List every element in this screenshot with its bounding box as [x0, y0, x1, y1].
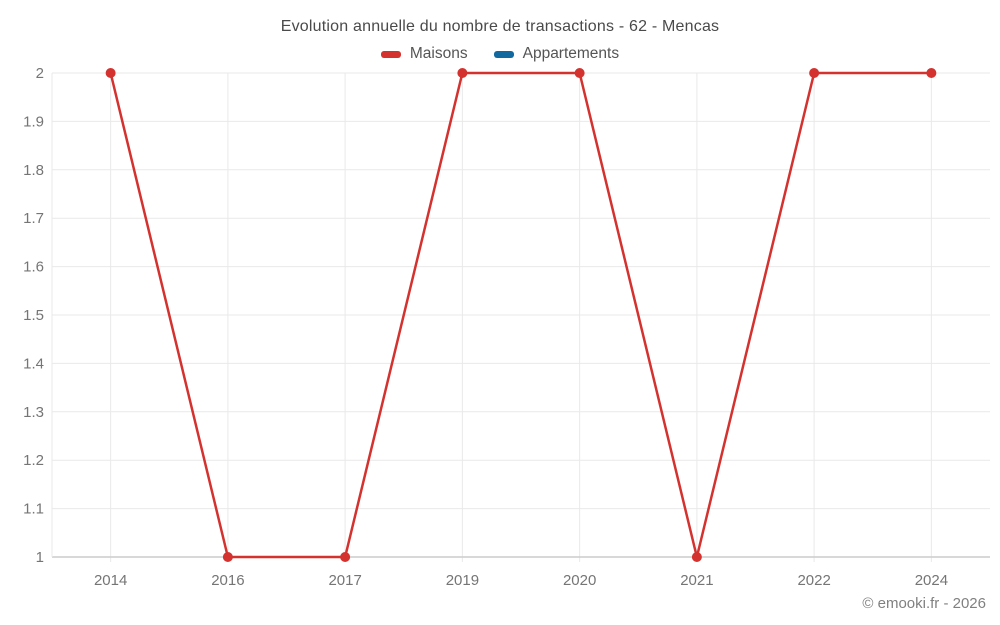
data-point-maisons[interactable]: [926, 68, 937, 78]
x-tick-label: 2014: [94, 572, 127, 589]
data-point-maisons[interactable]: [105, 68, 116, 78]
y-tick-label: 1.6: [23, 259, 44, 276]
y-tick-label: 1.5: [23, 307, 44, 324]
data-point-maisons[interactable]: [574, 68, 585, 78]
chart-legend: Maisons Appartements: [0, 45, 1000, 63]
x-tick-label: 2017: [328, 572, 361, 589]
data-point-maisons[interactable]: [340, 552, 351, 562]
chart-title: Evolution annuelle du nombre de transact…: [280, 18, 720, 35]
legend-label: Maisons: [409, 45, 468, 62]
y-tick-label: 1.7: [23, 210, 44, 227]
legend-item-maisons[interactable]: Maisons: [380, 45, 468, 63]
y-tick-label: 1.1: [23, 501, 44, 518]
legend-swatch-maisons: [380, 50, 401, 58]
data-point-maisons[interactable]: [222, 552, 233, 562]
x-tick-label: 2019: [446, 572, 479, 589]
x-tick-label: 2022: [797, 572, 830, 589]
legend-swatch-appartements: [493, 50, 514, 58]
y-tick-label: 1: [36, 549, 44, 566]
copyright-text: © emooki.fr - 2026: [862, 595, 986, 612]
y-tick-label: 1.8: [23, 162, 44, 179]
x-tick-label: 2016: [211, 572, 244, 589]
y-tick-label: 1.9: [23, 113, 44, 130]
y-tick-label: 1.3: [23, 404, 44, 421]
legend-label: Appartements: [522, 45, 620, 62]
y-tick-label: 1.4: [23, 355, 44, 372]
data-point-maisons[interactable]: [457, 68, 468, 78]
x-tick-label: 2024: [915, 572, 948, 589]
y-tick-label: 2: [36, 65, 44, 82]
series-line-maisons: [109, 71, 932, 559]
data-point-maisons[interactable]: [809, 68, 820, 78]
x-tick-label: 2020: [563, 572, 596, 589]
y-tick-label: 1.2: [23, 452, 44, 469]
data-point-maisons[interactable]: [691, 552, 702, 562]
legend-item-appartements[interactable]: Appartements: [493, 45, 620, 63]
x-tick-label: 2021: [680, 572, 713, 589]
